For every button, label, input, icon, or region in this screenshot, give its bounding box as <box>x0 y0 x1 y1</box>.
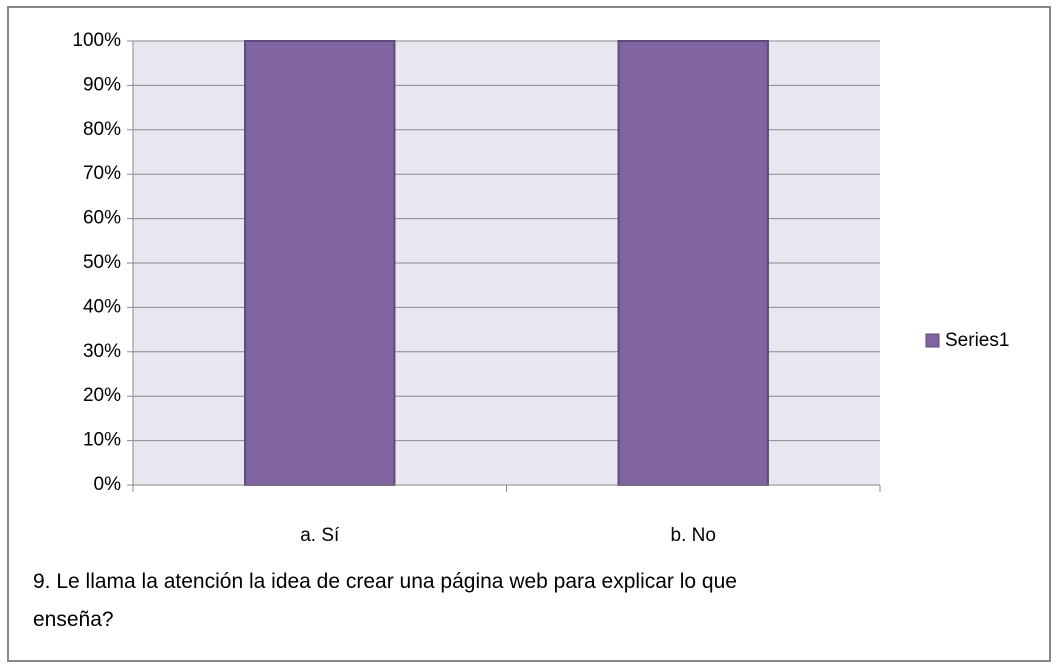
y-tick-label: 40% <box>83 296 121 317</box>
y-tick-label: 60% <box>83 208 121 229</box>
y-tick-label: 0% <box>94 474 122 495</box>
y-tick-label: 80% <box>83 119 121 140</box>
y-tick-label: 90% <box>83 74 121 95</box>
y-tick-label: 10% <box>83 430 121 451</box>
x-tick-label: b. No <box>671 525 716 546</box>
x-tick-label: a. Sí <box>300 525 340 546</box>
legend-label: Series1 <box>945 330 1009 351</box>
y-tick-label: 30% <box>83 341 121 362</box>
y-tick-label: 50% <box>83 252 121 273</box>
y-tick-label: 20% <box>83 385 121 406</box>
y-tick-label: 70% <box>83 163 121 184</box>
legend-swatch <box>925 333 940 348</box>
bar <box>244 40 396 486</box>
y-tick-label: 100% <box>72 30 121 51</box>
bar <box>617 40 769 486</box>
chart-title: 9. Le llama la atención la idea de crear… <box>33 570 737 631</box>
